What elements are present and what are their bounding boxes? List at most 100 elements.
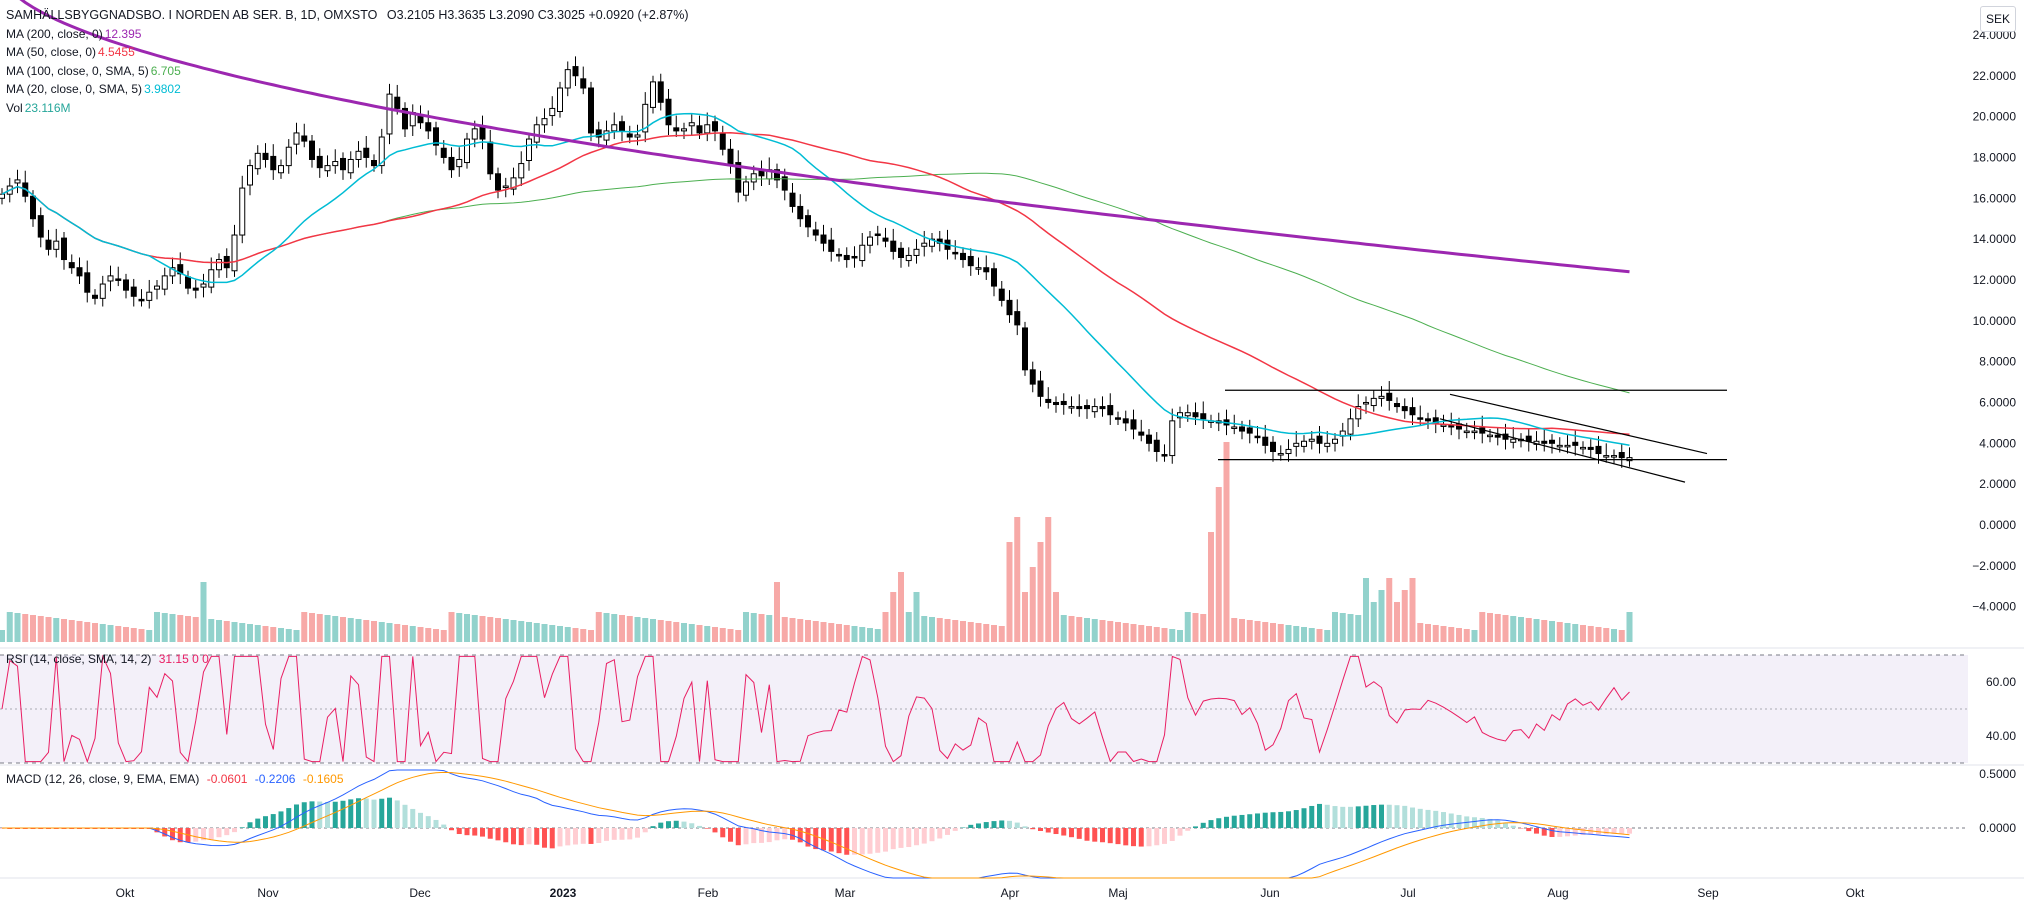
legend-volume-value: 23.116M — [24, 100, 71, 115]
macd-histogram-bar — [317, 801, 323, 828]
candle-body — [967, 255, 974, 267]
volume-bar — [1146, 626, 1152, 642]
volume-bar — [952, 620, 959, 642]
volume-bar — [1231, 618, 1238, 642]
macd-histogram-bar — [1100, 828, 1105, 843]
candle-body — [588, 87, 594, 134]
symbol-title[interactable]: SAMHÄLLSBYGGNADSBO. I NORDEN AB SER. B, … — [6, 8, 378, 22]
volume-bar — [487, 617, 494, 642]
volume-bar — [1215, 487, 1222, 642]
macd-histogram-bar — [216, 828, 222, 838]
volume-bar — [518, 621, 525, 642]
candle-body — [285, 146, 292, 167]
candle-body — [758, 170, 765, 177]
candle-body — [1409, 407, 1416, 416]
legend-ma50[interactable]: MA (50, close, 0) 4.5455 — [6, 45, 135, 59]
candle-body — [510, 177, 517, 190]
volume-bar — [223, 621, 230, 642]
volume-bar — [371, 621, 377, 642]
volume-bar — [394, 624, 401, 642]
legend-ma200[interactable]: MA (200, close, 0) 12.395 — [6, 26, 142, 41]
volume-bar — [1347, 614, 1354, 642]
macd-histogram-bar — [356, 798, 361, 828]
macd-histogram-bar — [658, 822, 664, 828]
candle-body — [471, 128, 478, 140]
macd-label[interactable]: MACD (12, 26, close, 9, EMA, EMA) -0.060… — [6, 772, 344, 786]
macd-histogram-bar — [232, 828, 237, 833]
macd-histogram-bar — [495, 828, 501, 841]
price-tick-label: 10.0000 — [1973, 314, 2017, 328]
volume-bar — [1262, 622, 1269, 642]
macd-histogram-bar — [1270, 812, 1276, 828]
macd-histogram-bar — [689, 823, 695, 828]
macd-histogram-bar — [1557, 828, 1563, 837]
macd-histogram-bar — [1076, 828, 1082, 839]
rsi-label[interactable]: RSI (14, close, SMA, 14, 2) 31.15 0 0 — [6, 652, 209, 666]
candle-body — [1107, 405, 1114, 416]
candle-body — [1076, 406, 1083, 410]
macd-histogram-bar — [294, 804, 299, 828]
candle-body — [1084, 405, 1090, 410]
macd-histogram-bar — [751, 828, 757, 844]
candle-body — [1122, 418, 1129, 424]
macd-histogram-bar — [828, 828, 834, 852]
macd-histogram-bar — [1433, 810, 1439, 828]
volume-bar — [1200, 614, 1207, 642]
macd-histogram-bar — [325, 802, 330, 828]
volume-bar — [696, 625, 703, 642]
candle-body — [440, 147, 447, 158]
volume-bar — [1177, 630, 1183, 642]
macd-histogram-bar — [627, 828, 633, 840]
macd-histogram-bar — [263, 816, 268, 828]
candle-body — [905, 254, 912, 262]
legend-ma20[interactable]: MA (20, close, 0, SMA, 5) 3.9802 — [6, 82, 181, 96]
candle-body — [882, 237, 889, 242]
macd-histogram-bar — [340, 800, 346, 828]
volume-bar — [76, 621, 83, 642]
legend-ma100[interactable]: MA (100, close, 0, SMA, 5) 6.705 — [6, 63, 181, 78]
volume-bar — [479, 616, 486, 642]
volume-bar — [0, 630, 5, 642]
candle-body — [1332, 438, 1338, 444]
x-tick-label: Aug — [1547, 886, 1568, 900]
legend-volume[interactable]: Vol 23.116M — [6, 100, 71, 115]
volume-bar — [673, 622, 680, 642]
macd-histogram-bar — [1224, 816, 1229, 828]
candle-body — [146, 291, 153, 301]
candle-body — [92, 294, 98, 299]
volume-bar — [347, 618, 354, 642]
candle-body — [874, 233, 881, 237]
macd-histogram-bar — [309, 801, 315, 828]
macd-histogram-bar — [379, 798, 385, 828]
currency-badge[interactable]: SEK — [1980, 6, 2016, 32]
macd-histogram-bar — [859, 828, 865, 855]
candle-body — [14, 179, 21, 184]
macd-histogram-bar — [1208, 820, 1214, 828]
volume-bar — [1479, 612, 1486, 642]
candle-body — [1184, 412, 1191, 417]
x-tick-label: Dec — [409, 886, 430, 900]
candle-body — [642, 103, 649, 133]
volume-bar — [301, 612, 308, 642]
volume-bar — [1115, 622, 1121, 642]
volume-bar — [231, 622, 238, 642]
macd-histogram-bar — [588, 828, 594, 844]
volume-bar — [1045, 517, 1052, 642]
volume-bar — [332, 616, 339, 642]
volume-bar — [1076, 617, 1083, 642]
ma20-line — [1, 112, 1630, 447]
candle-body — [1115, 417, 1121, 420]
channel-lower-line — [1439, 418, 1686, 483]
candle-body — [1285, 448, 1292, 455]
volume-bar — [1339, 613, 1346, 642]
volume-bar — [1084, 618, 1090, 642]
volume-bar — [464, 614, 470, 642]
x-tick-label: Nov — [257, 886, 278, 900]
volume-bar — [1301, 627, 1307, 642]
volume-bar — [1556, 622, 1563, 642]
macd-histogram-bar — [1541, 828, 1547, 836]
rsi-tick-label: 40.00 — [1986, 729, 2016, 743]
volume-bar — [1525, 618, 1532, 642]
macd-line — [2, 769, 1630, 879]
